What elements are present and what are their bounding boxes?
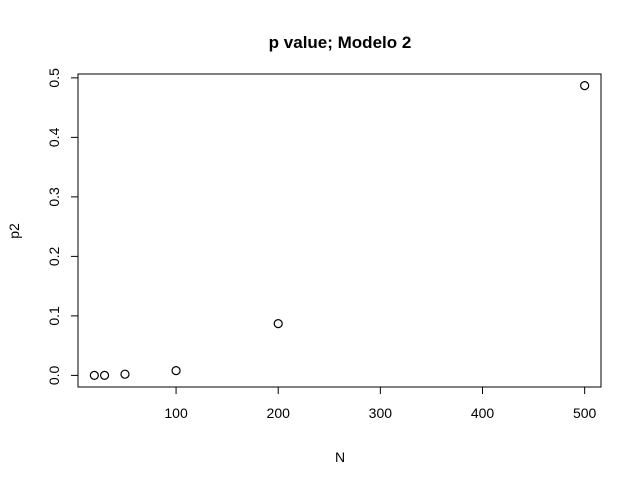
plot-frame [77,73,602,388]
y-tick-label: 0.1 [46,306,62,326]
x-tick-label: 100 [164,405,188,421]
x-tick-label: 200 [267,405,291,421]
data-point [89,370,99,380]
y-tick-label: 0.5 [46,68,62,88]
x-tick-label: 300 [369,405,393,421]
y-tick-label: 0.0 [46,365,62,385]
data-point [120,369,130,379]
data-point [273,319,283,329]
chart-title: p value; Modelo 2 [269,33,412,52]
data-points [89,81,590,380]
x-tick-label: 400 [471,405,495,421]
y-tick-label: 0.3 [46,187,62,207]
data-point [99,370,110,380]
y-tick-label: 0.4 [46,127,62,147]
y-tick-label: 0.2 [46,246,62,266]
data-point [580,81,590,91]
x-axis: 100 200 300 400 500 [164,386,597,421]
y-axis: 0.0 0.1 0.2 0.3 0.4 0.5 [46,68,79,385]
data-point [171,366,181,376]
x-axis-label: N [335,449,345,465]
x-tick-label: 500 [573,405,597,421]
y-axis-label: p2 [6,223,22,239]
